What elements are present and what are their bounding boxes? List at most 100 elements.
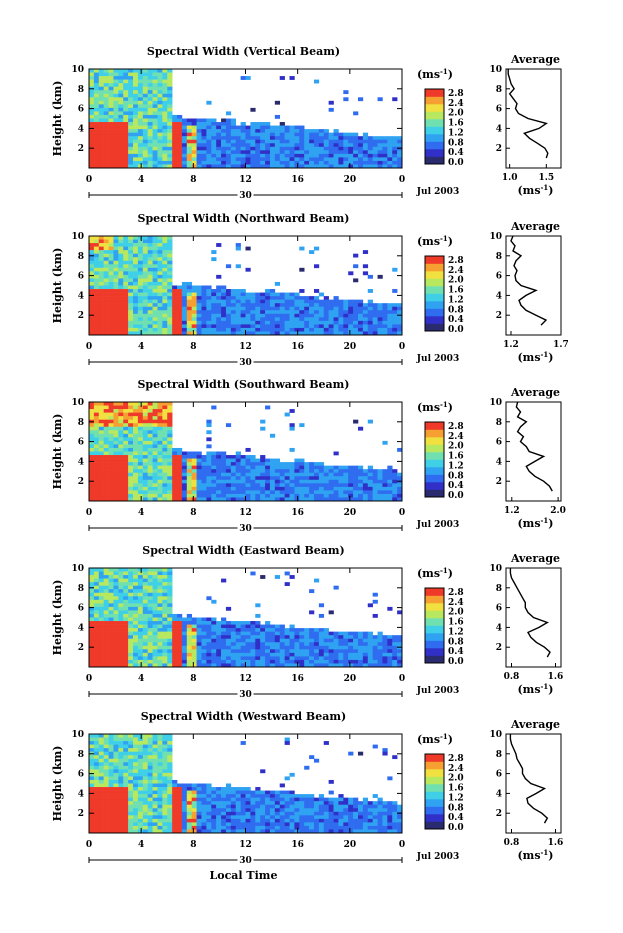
heatmap-cell [387,147,392,151]
heatmap-cell [128,766,133,770]
heatmap-cell [265,129,270,133]
heatmap-cell [265,625,270,629]
heatmap-cell [358,300,363,304]
heatmap-cell [353,483,358,487]
heatmap-cell [201,494,206,498]
heatmap-cell [182,469,187,473]
heatmap-cell [294,126,299,130]
heatmap-cell [285,646,290,650]
heatmap-cell [94,473,99,477]
heatmap-cell [167,278,172,282]
heatmap-cell [255,480,260,484]
heatmap-cell [338,480,343,484]
heatmap-cell [177,126,182,130]
month-label: Jul 2003 [416,520,459,530]
heatmap-cell [304,161,309,165]
heatmap-cell [104,87,109,91]
heatmap-cell [104,769,109,773]
heatmap-cell [290,656,295,660]
heatmap-cell [250,108,255,112]
heatmap-cell [236,264,241,268]
heatmap-cell [216,140,221,144]
heatmap-cell [153,413,158,417]
heatmap-cell [241,466,246,470]
heatmap-cell [153,324,158,328]
heatmap-cell [157,822,162,826]
heatmap-cell [128,87,133,91]
heatmap-cell [143,243,148,247]
heatmap-cell [157,161,162,165]
heatmap-cell [157,752,162,756]
heatmap-cell [123,268,128,272]
heatmap-cell [304,303,309,307]
heatmap-cell [167,632,172,636]
heatmap-cell [157,413,162,417]
heatmap-cell [143,83,148,87]
heatmap-cell [89,762,94,766]
heatmap-cell [123,420,128,424]
heatmap-cell [128,129,133,133]
heatmap-cell [231,476,236,480]
heatmap-cell [99,275,104,279]
heatmap-cell [329,473,334,477]
heatmap-cell [270,434,275,438]
heatmap-cell [138,261,143,265]
heatmap-cell [216,452,221,456]
y-tick-label: 10 [71,232,84,242]
heatmap-cell [343,310,348,314]
heatmap-cell [167,618,172,622]
heatmap-cell [221,314,226,318]
heatmap-cell [197,473,202,477]
heatmap-cell [294,136,299,140]
heatmap-cell [128,271,133,275]
heatmap-cell [94,136,99,140]
heatmap-cell [118,402,123,406]
heatmap-cell [118,420,123,424]
heatmap-cell [324,649,329,653]
heatmap-cell [177,653,182,657]
heatmap-cell [270,649,275,653]
avg-x-tick-label: 0.8 [504,672,520,682]
heatmap-cell [231,653,236,657]
heatmap-cell [153,805,158,809]
heatmap-cell [387,150,392,154]
y-tick-label: 4 [78,124,84,134]
heatmap-cell [270,307,275,311]
heatmap-cell [378,632,383,636]
heatmap-cell [113,236,118,240]
heatmap-cell [94,83,99,87]
heatmap-cell [157,69,162,73]
heatmap-cell [128,157,133,161]
heatmap-cell [99,603,104,607]
heatmap-cell [157,76,162,80]
heatmap-cell [231,639,236,643]
colorbar-segment [425,460,444,468]
heatmap-cell [192,324,197,328]
heatmap-cell [89,261,94,265]
heatmap-cell [363,147,368,151]
heatmap-cell [143,87,148,91]
heatmap-cell [334,639,339,643]
heatmap-cell [104,73,109,77]
heatmap-cell [148,314,153,318]
heatmap-cell [270,300,275,304]
heatmap-cell [143,748,148,752]
heatmap-cell [94,826,99,830]
heatmap-cell [148,494,153,498]
heatmap-cell [314,317,319,321]
heatmap-cell [148,321,153,325]
heatmap-cell [128,603,133,607]
heatmap-cell [246,642,251,646]
heatmap-cell [392,653,397,657]
heatmap-cell [143,734,148,738]
heatmap-cell [118,745,123,749]
heatmap-cell [182,293,187,297]
heatmap-cell [177,157,182,161]
heatmap-cell [99,423,104,427]
heatmap-cell [368,154,373,158]
heatmap-cell [89,766,94,770]
avg-y-tick-label: 2 [496,311,502,321]
heatmap-cell [334,660,339,664]
heatmap-cell [280,476,285,480]
heatmap-cell [148,87,153,91]
